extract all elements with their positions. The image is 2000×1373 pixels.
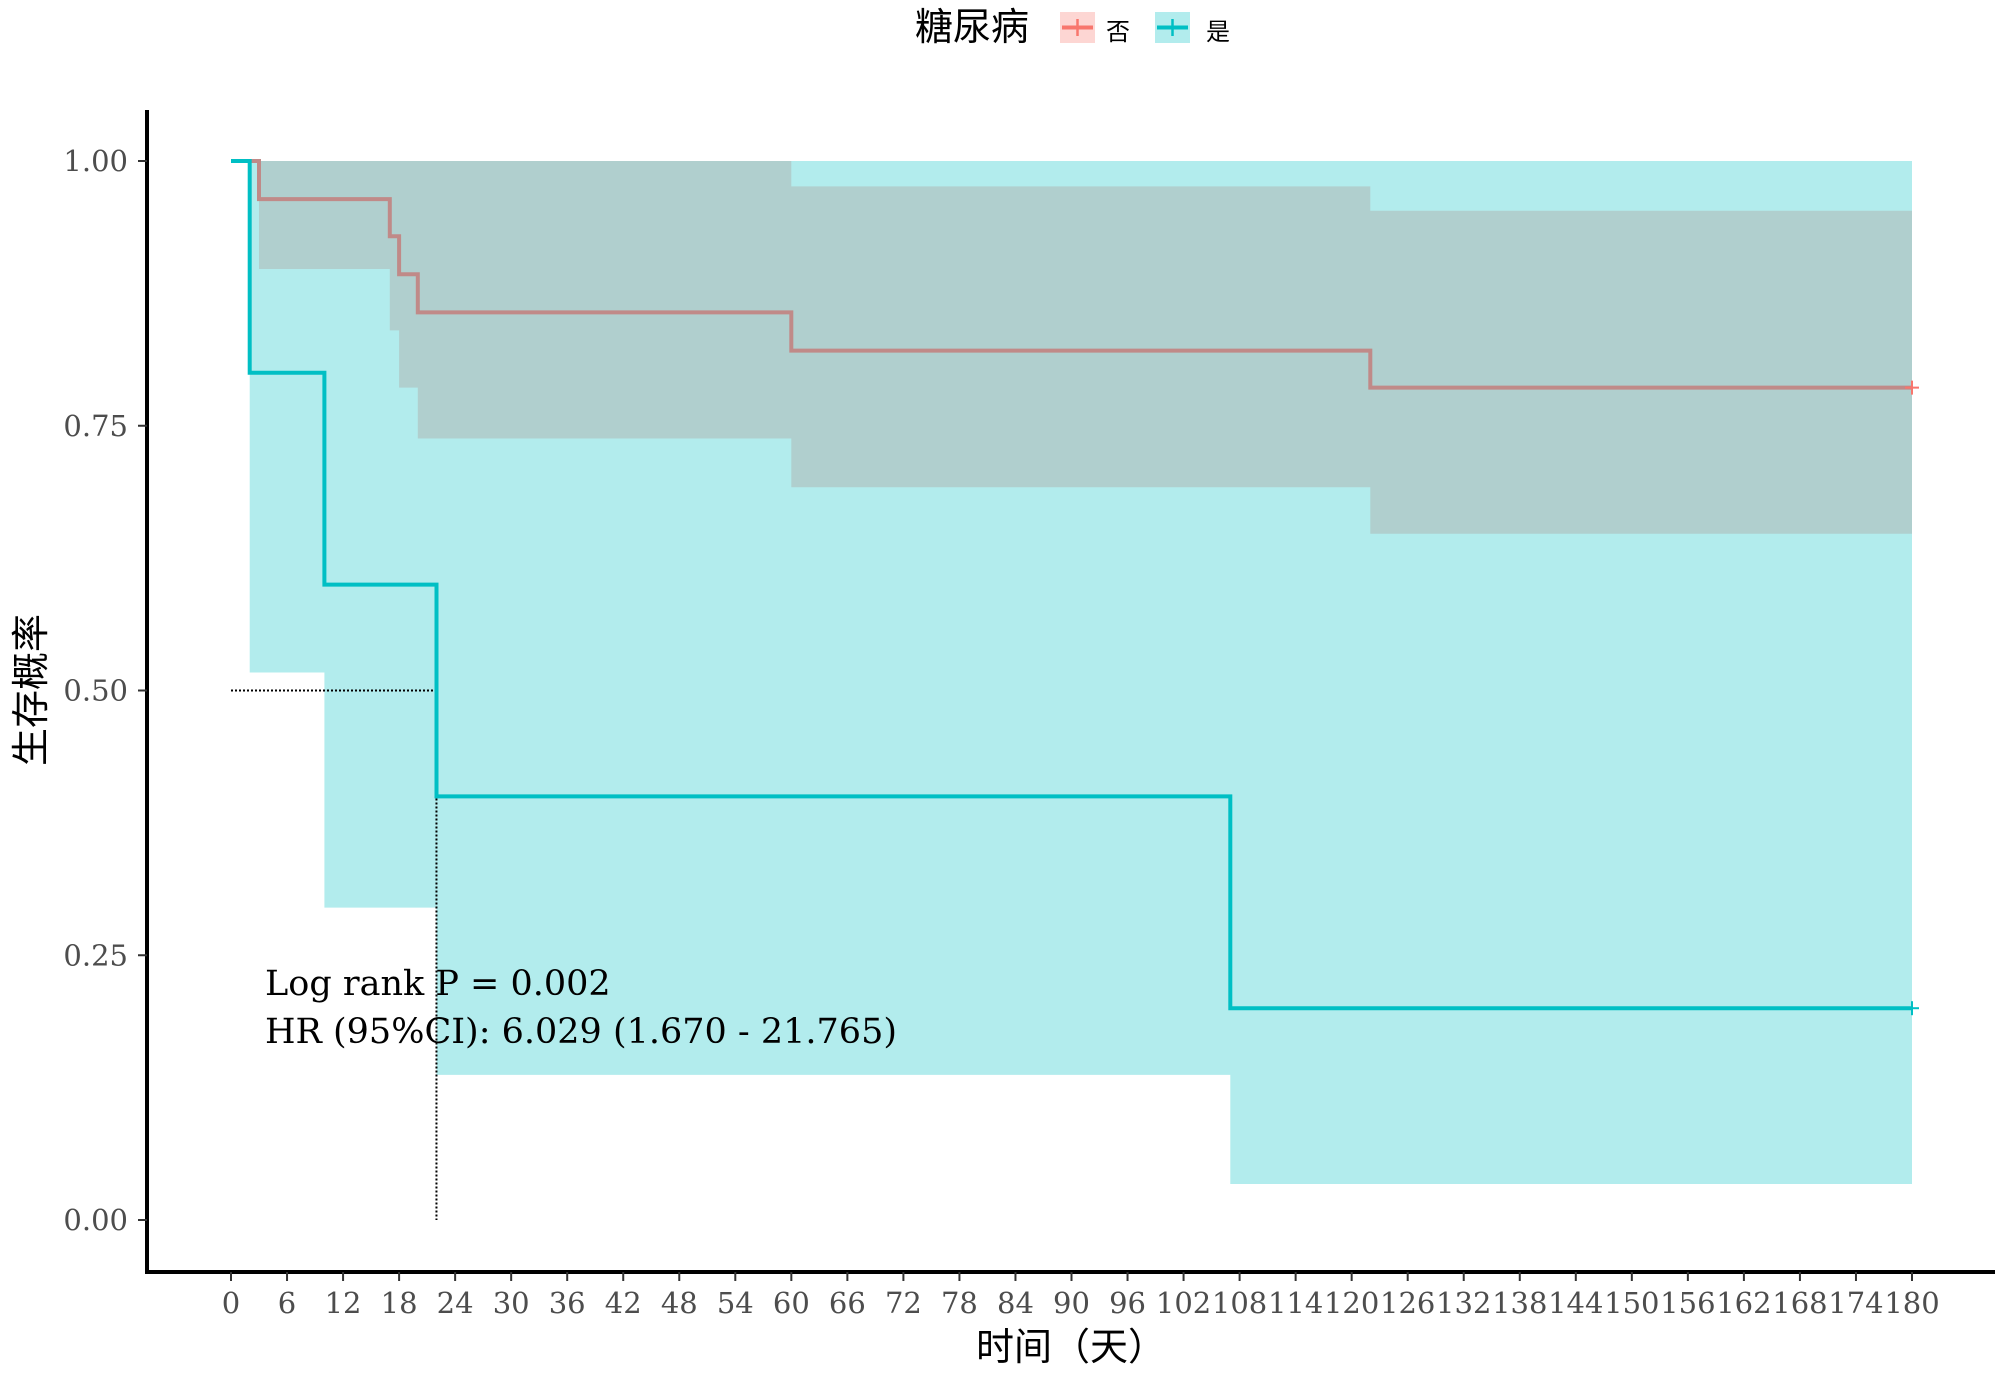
y-tick-label: 1.00	[63, 144, 128, 178]
legend-key-no	[1060, 12, 1095, 43]
censor-mark-yes-0	[1905, 1001, 1919, 1016]
x-tick-label: 156	[1660, 1286, 1715, 1320]
x-tick-label: 78	[941, 1286, 978, 1320]
confidence-bands	[231, 161, 1912, 1184]
survival-curves	[231, 159, 1912, 1011]
y-tick-label: 0.00	[63, 1203, 128, 1237]
y-tick-label: 0.25	[63, 938, 128, 972]
x-tick-label: 180	[1884, 1286, 1939, 1320]
x-tick-label: 72	[885, 1286, 922, 1320]
x-tick-label: 30	[493, 1286, 530, 1320]
x-tick-label: 108	[1212, 1286, 1267, 1320]
x-tick-label: 90	[1053, 1286, 1090, 1320]
x-tick-label: 174	[1828, 1286, 1883, 1320]
x-tick-label: 24	[437, 1286, 474, 1320]
x-tick-label: 60	[773, 1286, 810, 1320]
x-tick-label: 36	[549, 1286, 586, 1320]
x-tick-label: 6	[278, 1286, 296, 1320]
x-tick-label: 48	[661, 1286, 698, 1320]
legend: 糖尿病 否 是	[915, 5, 1230, 49]
x-ticks: 0 6 12 18 24 30 36 42 48 54 60 66 72 78 84 90 96 102 108 11…	[222, 1272, 1940, 1320]
legend-label-no: 否	[1106, 18, 1130, 46]
y-axis-title: 生存概率	[9, 614, 53, 766]
y-tick-label: 0.50	[63, 674, 128, 708]
x-tick-label: 132	[1436, 1286, 1491, 1320]
censor-marks	[1905, 380, 1919, 1016]
x-tick-label: 162	[1716, 1286, 1771, 1320]
x-axis-title: 时间（天）	[976, 1325, 1166, 1369]
x-tick-label: 66	[829, 1286, 866, 1320]
x-tick-label: 126	[1380, 1286, 1435, 1320]
x-tick-label: 114	[1268, 1286, 1323, 1320]
survival-curve-no	[231, 159, 1912, 390]
annotation-logrank: Log rank P = 0.002	[265, 964, 611, 1004]
x-tick-label: 102	[1156, 1286, 1211, 1320]
x-tick-label: 0	[222, 1286, 240, 1320]
x-tick-label: 18	[381, 1286, 418, 1320]
survival-curve-yes	[231, 159, 1912, 1011]
x-tick-label: 138	[1492, 1286, 1547, 1320]
y-ticks: 0.00 0.25 0.50 0.75 1.00	[63, 144, 147, 1237]
x-tick-label: 144	[1548, 1286, 1603, 1320]
x-tick-label: 168	[1772, 1286, 1827, 1320]
legend-key-yes	[1155, 12, 1190, 43]
ci-band-yes	[231, 161, 1912, 1184]
censor-mark-no-0	[1905, 380, 1919, 395]
y-tick-label: 0.75	[63, 409, 128, 443]
annotation-hr: HR (95%CI): 6.029 (1.670 - 21.765)	[265, 1012, 897, 1052]
x-tick-label: 150	[1604, 1286, 1659, 1320]
x-tick-label: 54	[717, 1286, 754, 1320]
x-tick-label: 120	[1324, 1286, 1379, 1320]
legend-label-yes: 是	[1206, 18, 1230, 46]
x-tick-label: 12	[325, 1286, 362, 1320]
x-tick-label: 42	[605, 1286, 642, 1320]
ci-band-no	[231, 161, 1912, 534]
legend-title: 糖尿病	[915, 5, 1029, 49]
x-tick-label: 96	[1109, 1286, 1146, 1320]
x-tick-label: 84	[997, 1286, 1034, 1320]
